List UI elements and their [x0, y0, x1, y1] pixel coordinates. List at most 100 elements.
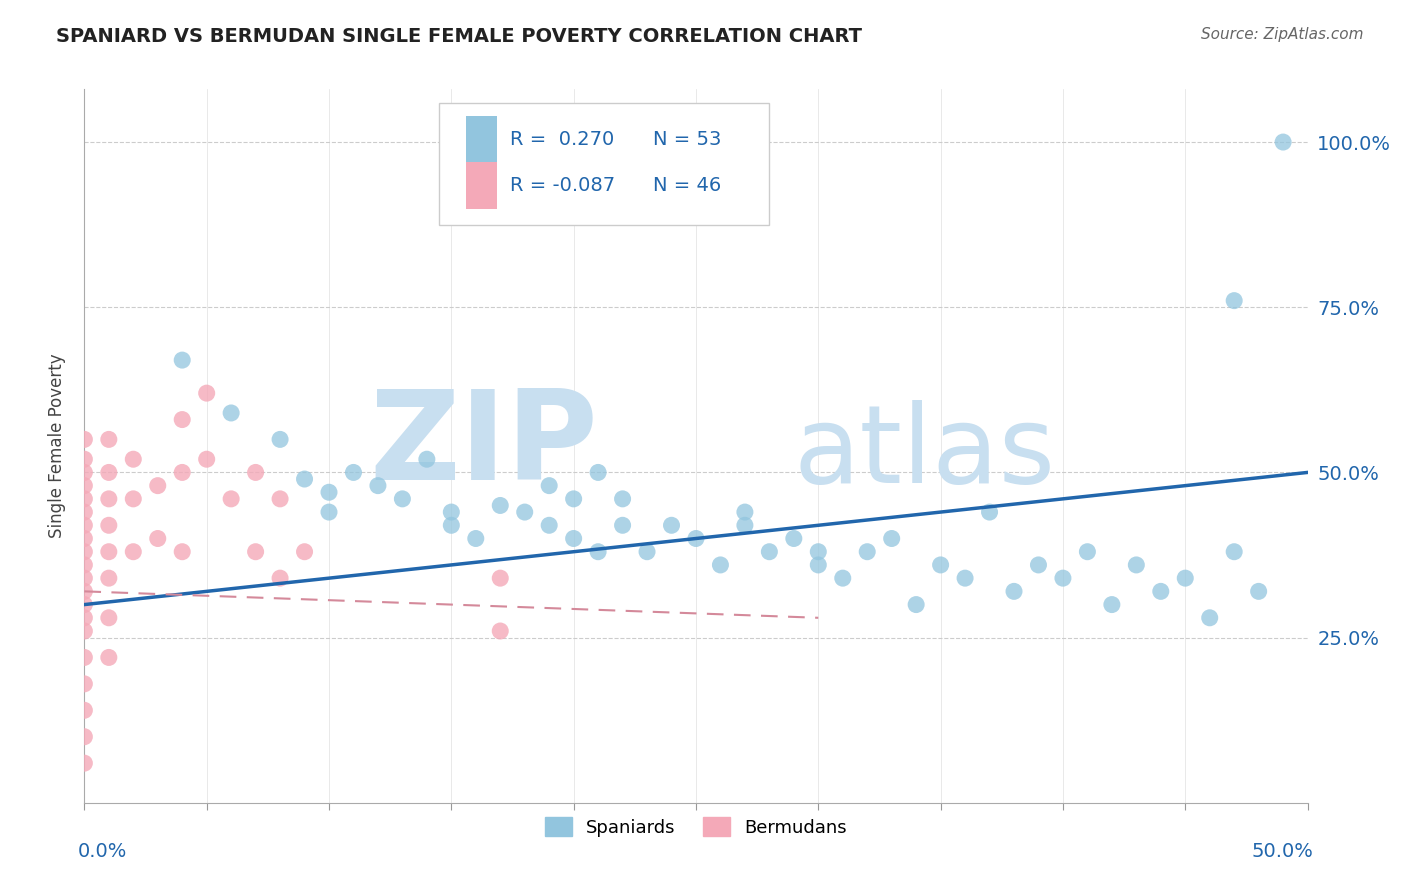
Point — [1002, 584, 1025, 599]
Point — [685, 532, 707, 546]
Point — [172, 353, 194, 368]
FancyBboxPatch shape — [465, 116, 496, 162]
Point — [269, 433, 291, 447]
FancyBboxPatch shape — [439, 103, 769, 225]
Point — [1174, 571, 1197, 585]
Point — [122, 545, 145, 559]
Point — [97, 571, 120, 585]
Point — [1101, 598, 1123, 612]
Text: Source: ZipAtlas.com: Source: ZipAtlas.com — [1201, 27, 1364, 42]
Point — [97, 466, 120, 480]
Point — [1223, 293, 1246, 308]
Point — [1076, 545, 1098, 559]
Point — [929, 558, 952, 572]
Point — [661, 518, 683, 533]
Point — [612, 518, 634, 533]
Point — [269, 571, 291, 585]
Point — [538, 478, 561, 492]
Point — [73, 491, 96, 506]
Text: ZIP: ZIP — [370, 385, 598, 507]
Point — [783, 532, 806, 546]
Point — [97, 491, 120, 506]
Point — [880, 532, 903, 546]
Text: N = 53: N = 53 — [654, 129, 721, 149]
Point — [97, 545, 120, 559]
Point — [73, 532, 96, 546]
Point — [73, 505, 96, 519]
Point — [1198, 611, 1220, 625]
Y-axis label: Single Female Poverty: Single Female Poverty — [48, 354, 66, 538]
Point — [440, 518, 463, 533]
Point — [172, 545, 194, 559]
Point — [146, 478, 169, 492]
Point — [73, 545, 96, 559]
Point — [97, 433, 120, 447]
Point — [905, 598, 928, 612]
Point — [122, 452, 145, 467]
Point — [489, 571, 512, 585]
Point — [758, 545, 780, 559]
Point — [856, 545, 879, 559]
Point — [97, 650, 120, 665]
Point — [245, 545, 267, 559]
Point — [122, 491, 145, 506]
Point — [73, 703, 96, 717]
Point — [73, 584, 96, 599]
Point — [318, 485, 340, 500]
Point — [1272, 135, 1295, 149]
Point — [391, 491, 413, 506]
Point — [807, 558, 830, 572]
Point — [73, 611, 96, 625]
Text: 0.0%: 0.0% — [79, 842, 128, 861]
Point — [709, 558, 731, 572]
Point — [979, 505, 1001, 519]
Point — [73, 756, 96, 771]
Point — [1125, 558, 1147, 572]
Point — [440, 505, 463, 519]
Point — [73, 452, 96, 467]
Point — [1247, 584, 1270, 599]
Point — [464, 532, 486, 546]
Point — [73, 518, 96, 533]
Text: 50.0%: 50.0% — [1251, 842, 1313, 861]
Text: atlas: atlas — [794, 401, 1056, 506]
Point — [195, 386, 218, 401]
Point — [245, 466, 267, 480]
Point — [807, 545, 830, 559]
Point — [73, 598, 96, 612]
Point — [342, 466, 364, 480]
Point — [636, 545, 658, 559]
Point — [294, 472, 316, 486]
Point — [294, 545, 316, 559]
Text: SPANIARD VS BERMUDAN SINGLE FEMALE POVERTY CORRELATION CHART: SPANIARD VS BERMUDAN SINGLE FEMALE POVER… — [56, 27, 862, 45]
Point — [73, 478, 96, 492]
Point — [489, 624, 512, 638]
Point — [1150, 584, 1173, 599]
Point — [612, 491, 634, 506]
Point — [73, 558, 96, 572]
Point — [367, 478, 389, 492]
Point — [318, 505, 340, 519]
Point — [97, 611, 120, 625]
Point — [1223, 545, 1246, 559]
Point — [195, 452, 218, 467]
Point — [146, 532, 169, 546]
Point — [219, 491, 242, 506]
Point — [219, 406, 242, 420]
Text: R = -0.087: R = -0.087 — [510, 176, 616, 195]
Point — [953, 571, 976, 585]
Point — [73, 433, 96, 447]
Text: N = 46: N = 46 — [654, 176, 721, 195]
Point — [586, 545, 609, 559]
Point — [734, 518, 756, 533]
Point — [1052, 571, 1074, 585]
Point — [1028, 558, 1050, 572]
Point — [416, 452, 439, 467]
Point — [172, 412, 194, 426]
Point — [97, 518, 120, 533]
Point — [73, 466, 96, 480]
Point — [734, 505, 756, 519]
Point — [586, 466, 609, 480]
Legend: Spaniards, Bermudans: Spaniards, Bermudans — [537, 810, 855, 844]
Point — [73, 624, 96, 638]
